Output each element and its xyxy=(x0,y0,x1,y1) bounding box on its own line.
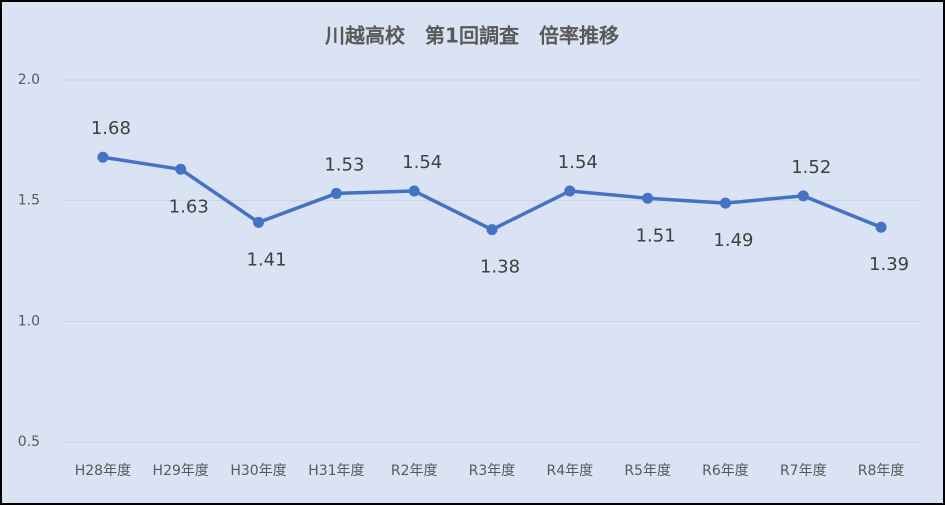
y-tick-label: 0.5 xyxy=(18,434,40,450)
marker xyxy=(253,216,265,228)
marker xyxy=(486,224,498,236)
data-label: 1.51 xyxy=(636,225,676,246)
marker xyxy=(564,185,576,197)
x-tick-label: H31年度 xyxy=(308,463,364,479)
data-label: 1.54 xyxy=(402,152,442,173)
data-label: 1.49 xyxy=(713,230,753,251)
marker xyxy=(719,197,731,209)
marker xyxy=(875,221,887,233)
marker xyxy=(408,185,420,197)
marker xyxy=(642,192,654,204)
marker xyxy=(330,187,342,199)
marker xyxy=(97,151,109,163)
data-label: 1.38 xyxy=(480,257,520,278)
x-tick-label: H29年度 xyxy=(153,463,209,479)
y-tick-label: 2.0 xyxy=(18,72,40,88)
x-tick-label: R6年度 xyxy=(702,463,749,479)
data-label: 1.39 xyxy=(869,254,909,275)
x-tick-label: R8年度 xyxy=(858,463,905,479)
data-label: 1.54 xyxy=(558,152,598,173)
marker xyxy=(797,190,809,202)
data-label: 1.63 xyxy=(169,196,209,217)
x-tick-label: R7年度 xyxy=(780,463,827,479)
x-tick-label: R5年度 xyxy=(624,463,671,479)
data-label: 1.53 xyxy=(324,154,364,175)
data-label: 1.41 xyxy=(247,249,287,270)
x-tick-label: R2年度 xyxy=(391,463,438,479)
x-tick-label: H30年度 xyxy=(230,463,286,479)
data-label: 1.52 xyxy=(791,157,831,178)
data-label: 1.68 xyxy=(91,118,131,139)
y-tick-label: 1.5 xyxy=(18,193,40,209)
marker xyxy=(175,163,187,175)
x-tick-label: R4年度 xyxy=(546,463,593,479)
x-tick-label: H28年度 xyxy=(75,463,131,479)
chart-title: 川越高校 第1回調査 倍率推移 xyxy=(324,24,619,48)
y-tick-label: 1.0 xyxy=(18,313,40,329)
x-tick-label: R3年度 xyxy=(469,463,516,479)
